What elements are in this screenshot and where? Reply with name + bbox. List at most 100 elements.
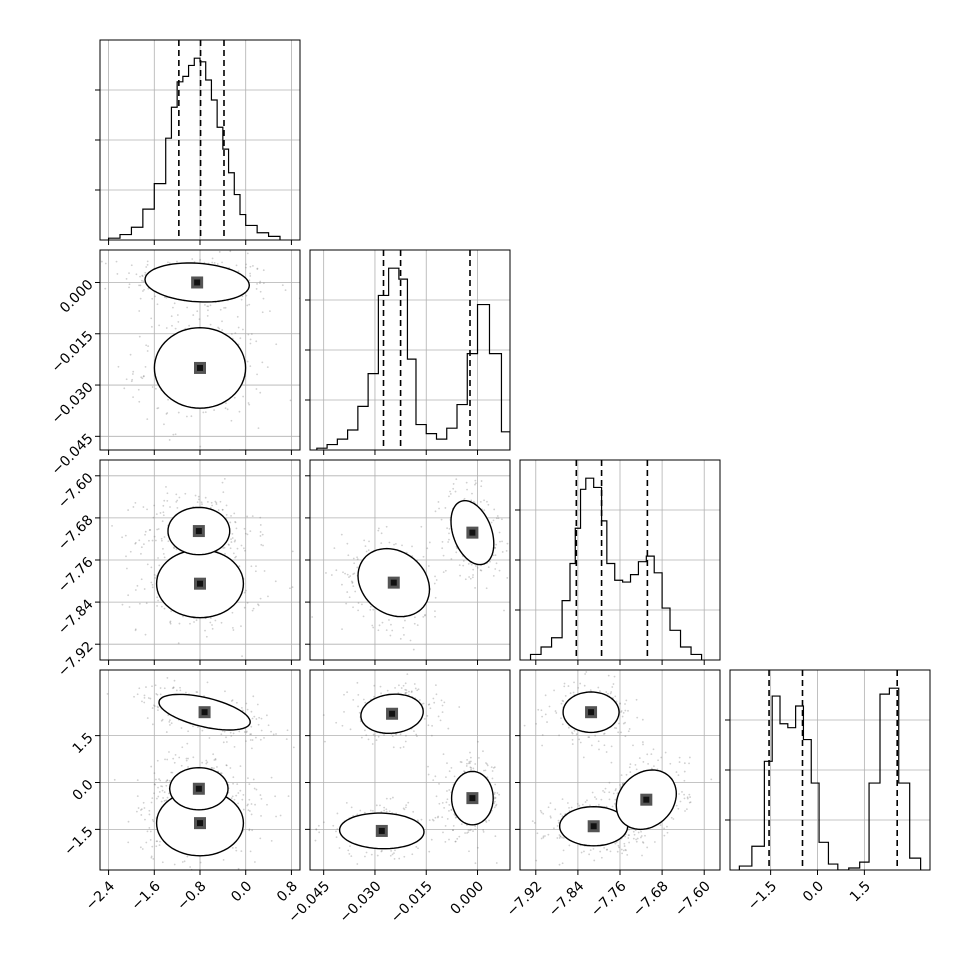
sample-point [205,635,208,638]
sample-point [183,676,185,678]
sample-point [249,850,252,853]
sample-point [215,501,218,504]
sample-point [140,808,143,811]
sample-point [635,840,638,843]
sample-point [642,841,645,844]
sample-point [134,589,137,591]
sample-point [223,306,225,309]
sample-point [449,490,451,493]
sample-point [349,845,351,848]
sample-point [398,857,401,860]
sample-point [165,780,168,783]
sample-point [352,606,354,609]
sample-point [470,563,473,566]
sample-point [235,555,237,558]
sample-point [622,712,625,714]
sample-point [541,715,544,718]
sample-point [240,544,243,547]
sample-point [540,709,543,712]
sample-point [229,767,232,769]
sample-point [160,800,163,803]
sample-point [147,287,150,290]
sample-point [493,806,496,809]
sample-point [168,720,171,723]
sample-point [230,514,232,517]
sample-point [583,850,585,853]
sample-point [148,809,151,812]
sample-point [149,697,152,700]
sample-point [544,694,547,697]
sample-point [160,537,163,540]
sample-point [155,513,158,516]
sample-point [246,601,249,604]
sample-point [435,693,438,696]
sample-point [371,743,374,745]
sample-point [250,733,253,736]
sample-point [488,819,490,822]
sample-point [335,830,337,833]
sample-point [567,726,570,729]
sample-point [464,832,466,834]
sample-point [542,812,545,815]
sample-point [100,260,103,263]
sample-point [351,581,354,584]
sample-point [155,797,158,800]
sample-point [211,504,213,507]
sample-point [664,751,667,754]
sample-point [434,596,437,599]
sample-point [153,705,156,707]
sample-point [200,501,203,504]
sample-point [365,734,368,737]
sample-point [234,521,237,524]
sample-point [234,520,236,523]
sample-point [170,610,173,613]
sample-point [484,769,487,772]
sample-point [445,801,448,804]
sample-point [588,736,591,739]
sample-point [225,741,228,743]
sample-point [267,724,270,727]
sample-point [494,835,497,838]
sample-point [259,794,262,796]
sample-point [135,273,138,276]
sample-point [618,846,620,849]
sample-point [173,863,176,866]
sample-point [247,809,250,812]
sample-point [560,717,562,720]
sample-point [523,724,526,727]
sample-point [383,809,386,812]
sample-point [209,323,212,326]
x-tick-label: 0.8 [274,878,301,905]
sample-point [380,692,382,695]
sample-point [251,717,254,720]
sample-point [424,614,426,617]
sample-point [605,805,608,808]
sample-point [620,711,622,713]
sample-point [428,850,431,853]
sample-point [346,691,349,694]
sample-point [467,829,470,832]
sample-point [428,819,431,822]
sample-point [454,840,457,843]
sample-point [427,703,430,706]
sample-point [486,764,489,767]
sample-point [325,572,327,574]
sample-point [367,549,370,551]
sample-point [247,402,250,404]
sample-point [230,700,233,702]
x-tick-label: 0.000 [447,878,487,918]
sample-point [255,565,257,568]
sample-point [685,808,688,811]
sample-point [544,835,546,837]
sample-point [191,258,194,260]
sample-point [162,504,165,507]
sample-point [496,515,499,517]
sample-point [497,517,500,520]
sample-point [452,829,454,832]
y-tick-label: −0.015 [49,328,97,376]
sample-point [173,679,176,682]
sample-point [243,591,246,594]
sample-point [603,732,606,735]
sample-point [632,837,635,840]
sample-point [482,829,485,831]
